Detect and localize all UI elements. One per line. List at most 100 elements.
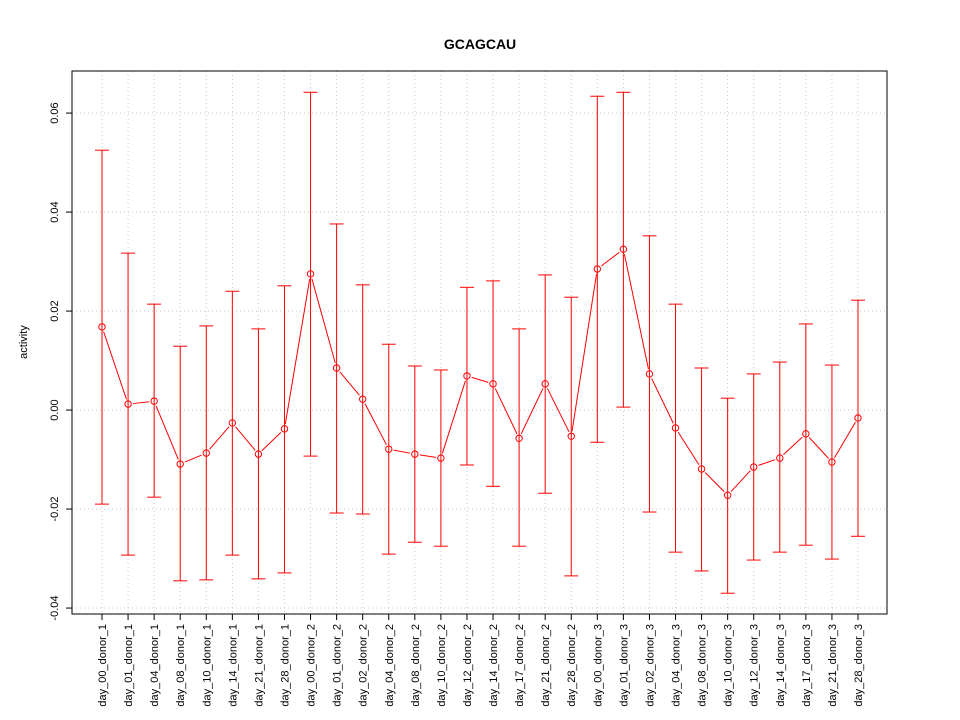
- data-point: [723, 491, 732, 499]
- line-segment: [520, 388, 544, 434]
- line-segment: [311, 278, 336, 364]
- line-segment: [730, 470, 751, 492]
- data-point: [697, 465, 706, 473]
- line-segment: [546, 388, 570, 433]
- plot-frame: [71, 70, 888, 615]
- data-point: [306, 270, 315, 278]
- data-point: [98, 323, 106, 331]
- x-tick-label: day_14_donor_2: [488, 624, 500, 707]
- line-segment: [600, 251, 620, 267]
- data-point: [489, 380, 497, 388]
- line-segment: [155, 405, 179, 460]
- line-segment: [834, 422, 856, 458]
- data-point: [567, 432, 575, 440]
- x-tick-label: day_12_donor_2: [462, 624, 474, 707]
- series-line: [98, 245, 862, 499]
- x-axis: day_00_donor_1 day_01_donor_1 day_04_donor…: [97, 614, 865, 707]
- data-point: [437, 454, 445, 462]
- x-tick-label: day_02_donor_3: [644, 624, 656, 707]
- y-tick-label: 0.02: [49, 300, 61, 321]
- data-point: [385, 445, 393, 453]
- line-segment: [704, 472, 725, 493]
- line-segment: [571, 273, 598, 432]
- y-tick-label: -0.02: [49, 497, 61, 522]
- data-point: [802, 430, 810, 438]
- x-tick-label: day_28_donor_1: [279, 624, 291, 707]
- x-tick-label: day_00_donor_2: [306, 624, 318, 707]
- chart-title: GCAGCAU: [444, 36, 516, 52]
- data-point: [750, 463, 758, 471]
- x-tick-label: day_14_donor_1: [227, 624, 239, 707]
- x-tick-label: day_14_donor_3: [775, 624, 787, 707]
- line-segment: [209, 426, 230, 450]
- data-point: [619, 245, 628, 253]
- data-point: [671, 424, 680, 432]
- line-segment: [103, 331, 127, 400]
- y-axis-label: activity: [18, 325, 30, 359]
- x-tick-label: day_28_donor_3: [853, 624, 865, 707]
- line-segment: [284, 278, 311, 425]
- x-tick-label: day_08_donor_2: [410, 624, 422, 707]
- x-tick-label: day_08_donor_1: [175, 624, 187, 707]
- x-tick-label: day_08_donor_3: [697, 624, 709, 707]
- y-tick-label: 0.00: [49, 399, 61, 420]
- data-point: [332, 364, 341, 372]
- data-point: [280, 425, 289, 433]
- line-segment: [393, 449, 411, 454]
- x-tick-label: day_17_donor_3: [801, 624, 813, 707]
- data-point: [463, 372, 471, 380]
- y-tick-label: -0.04: [49, 596, 61, 621]
- line-segment: [494, 388, 518, 434]
- data-point: [541, 380, 549, 388]
- data-point: [411, 450, 419, 458]
- line-segment: [184, 454, 202, 463]
- x-tick-label: day_21_donor_3: [827, 624, 839, 707]
- data-point: [228, 419, 237, 427]
- data-point: [645, 370, 654, 378]
- line-segment: [783, 436, 803, 456]
- grid: [72, 71, 887, 614]
- x-tick-label: day_01_donor_1: [123, 624, 135, 707]
- x-tick-label: day_17_donor_2: [514, 624, 526, 707]
- data-point: [854, 414, 862, 422]
- line-segment: [364, 403, 387, 445]
- x-tick-label: day_02_donor_2: [358, 624, 370, 707]
- y-tick-label: 0.04: [49, 201, 61, 222]
- data-point: [124, 400, 132, 408]
- y-axis: -0.04 -0.02 0.00 0.02 0.04 0.06: [49, 102, 72, 621]
- x-tick-label: day_10_donor_2: [436, 624, 448, 707]
- data-point: [176, 460, 184, 468]
- data-point: [358, 395, 367, 403]
- line-segment: [235, 426, 256, 451]
- error-bars: [95, 91, 865, 594]
- x-tick-label: day_01_donor_2: [332, 624, 344, 707]
- line-segment: [677, 431, 700, 466]
- data-point: [150, 397, 158, 405]
- line-segment: [261, 431, 282, 452]
- x-tick-label: day_12_donor_3: [749, 624, 761, 707]
- data-point: [776, 454, 784, 462]
- line-segment: [441, 380, 466, 454]
- x-tick-label: day_04_donor_1: [149, 624, 161, 707]
- data-point: [593, 265, 602, 273]
- x-tick-label: day_21_donor_2: [540, 624, 552, 707]
- data-point: [515, 434, 523, 442]
- line-segment: [651, 378, 674, 424]
- x-tick-label: day_10_donor_1: [201, 624, 213, 707]
- data-point: [202, 449, 210, 457]
- line-segment: [132, 401, 150, 405]
- x-tick-label: day_21_donor_1: [253, 624, 265, 707]
- line-segment: [419, 454, 437, 458]
- x-tick-label: day_01_donor_3: [618, 624, 630, 707]
- x-tick-label: day_00_donor_1: [97, 624, 109, 707]
- x-tick-label: day_04_donor_2: [384, 624, 396, 707]
- line-segment: [471, 376, 489, 383]
- data-point: [828, 458, 836, 466]
- line-segment: [339, 371, 360, 396]
- line-segment: [623, 253, 649, 370]
- y-tick-label: 0.06: [49, 102, 61, 123]
- line-segment: [808, 437, 829, 459]
- x-tick-label: day_28_donor_2: [566, 624, 578, 707]
- data-point: [254, 450, 263, 458]
